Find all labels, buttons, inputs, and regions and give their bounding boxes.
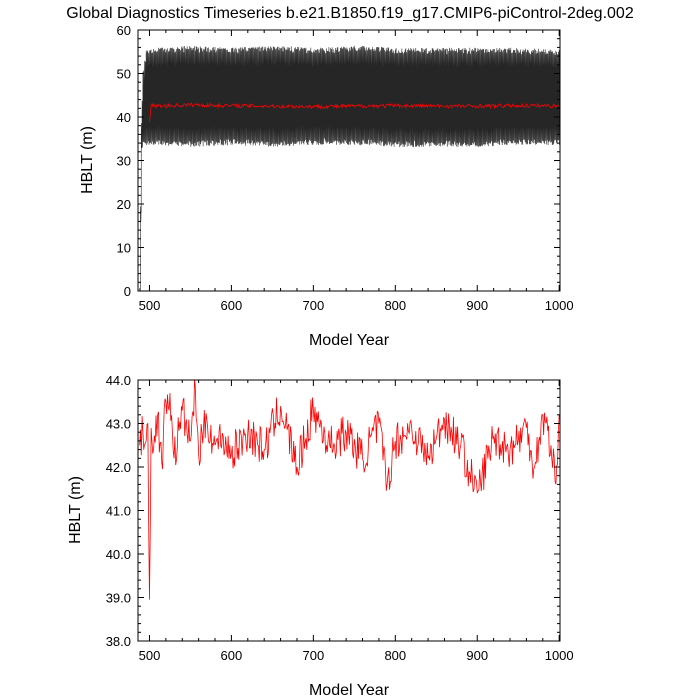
top-chart-y-tick-label: 30 (117, 154, 131, 169)
bottom-chart-frame (137, 379, 561, 642)
top-chart-plot-area (139, 45, 560, 291)
bottom-chart-xlabel: Model Year (309, 682, 390, 699)
top-chart-series-annual-mean-hblt (149, 102, 560, 122)
top-chart-series-monthly-mean-hblt (139, 45, 560, 291)
top-chart-y-tick-label: 40 (117, 110, 131, 125)
top-chart-x-tick-label: 1000 (545, 298, 574, 313)
bottom-chart-y-tick-label: 42.0 (106, 460, 131, 475)
top-chart-x-tick-label: 600 (221, 298, 243, 313)
top-chart-y-tick-label: 60 (117, 23, 131, 38)
bottom-chart-y-tick-label: 44.0 (106, 373, 131, 388)
bottom-chart-x-tick-label: 600 (221, 648, 243, 663)
bottom-chart-x-tick-label: 800 (384, 648, 406, 663)
figure-title: Global Diagnostics Timeseries b.e21.B185… (66, 5, 634, 22)
top-chart-ylabel: HBLT (m) (79, 126, 96, 194)
top-chart-x-tick-label: 700 (303, 298, 325, 313)
bottom-chart-y-tick-label: 40.0 (106, 547, 131, 562)
top-chart-y-tick-label: 10 (117, 241, 131, 256)
bottom-chart-plot-area (139, 380, 560, 600)
bottom-chart-y-tick-label: 41.0 (106, 504, 131, 519)
top-chart-y-tick-label: 20 (117, 197, 131, 212)
bottom-chart-ylabel: HBLT (m) (67, 476, 84, 544)
top-chart-y-tick-label: 50 (117, 67, 131, 82)
bottom-chart: Model Year HBLT (m) 500 600 700 800 900 1000 3… (67, 373, 574, 699)
top-chart-x-tick-label: 800 (384, 298, 406, 313)
bottom-chart-y-tick-label: 38.0 (106, 634, 131, 649)
top-chart: Model Year HBLT (m) 500 600 700 800 900 1000 0… (79, 23, 574, 349)
bottom-chart-y-tick-label: 43.0 (106, 417, 131, 432)
bottom-chart-series-annual-mean-hblt (139, 380, 560, 600)
bottom-chart-y-tick-label: 39.0 (106, 591, 131, 606)
bottom-chart-x-tick-label: 700 (303, 648, 325, 663)
bottom-chart-x-tick-label: 500 (139, 648, 161, 663)
top-chart-x-tick-label: 900 (466, 298, 488, 313)
top-chart-x-tick-label: 500 (139, 298, 161, 313)
top-chart-y-tick-label: 0 (124, 284, 131, 299)
bottom-chart-x-tick-label: 900 (466, 648, 488, 663)
bottom-chart-x-tick-label: 1000 (545, 648, 574, 663)
top-chart-xlabel: Model Year (309, 332, 390, 349)
